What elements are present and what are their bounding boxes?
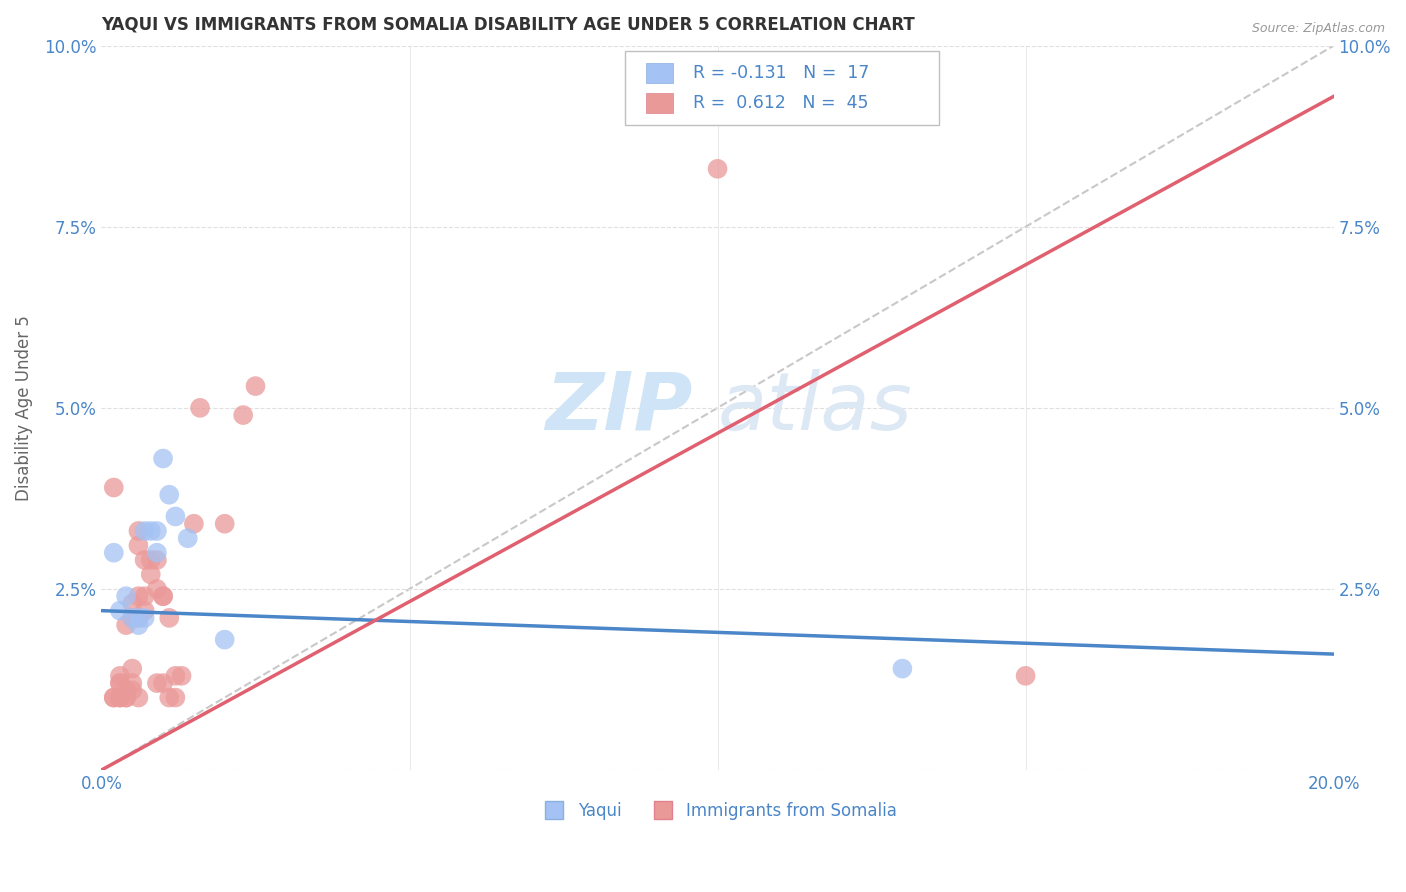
Point bbox=[134, 611, 156, 625]
Point bbox=[157, 611, 180, 625]
Point bbox=[121, 683, 143, 698]
Point bbox=[214, 516, 236, 531]
Point bbox=[115, 690, 138, 705]
Point bbox=[139, 567, 162, 582]
Text: ZIP: ZIP bbox=[546, 368, 693, 447]
Point bbox=[157, 488, 180, 502]
Point bbox=[139, 553, 162, 567]
Point bbox=[146, 582, 169, 596]
Point bbox=[146, 546, 169, 560]
Point bbox=[121, 611, 143, 625]
Point bbox=[108, 669, 131, 683]
Point bbox=[134, 524, 156, 538]
Point bbox=[232, 408, 254, 422]
Point bbox=[134, 589, 156, 603]
Point bbox=[103, 481, 125, 495]
Text: R = -0.131   N =  17: R = -0.131 N = 17 bbox=[693, 64, 869, 82]
Point bbox=[121, 611, 143, 625]
Point bbox=[139, 524, 162, 538]
Point bbox=[103, 546, 125, 560]
Point bbox=[146, 524, 169, 538]
Point bbox=[183, 516, 205, 531]
Point bbox=[103, 690, 125, 705]
Point bbox=[152, 451, 174, 466]
Point bbox=[108, 604, 131, 618]
Point bbox=[115, 618, 138, 632]
Point bbox=[706, 161, 728, 176]
Text: R =  0.612   N =  45: R = 0.612 N = 45 bbox=[693, 94, 869, 112]
Point bbox=[127, 589, 149, 603]
FancyBboxPatch shape bbox=[626, 52, 939, 126]
Point bbox=[115, 683, 138, 698]
Text: Source: ZipAtlas.com: Source: ZipAtlas.com bbox=[1251, 22, 1385, 36]
Text: atlas: atlas bbox=[717, 368, 912, 447]
Point bbox=[115, 589, 138, 603]
Point bbox=[165, 509, 187, 524]
Point bbox=[127, 538, 149, 552]
FancyBboxPatch shape bbox=[647, 93, 673, 113]
Point bbox=[127, 524, 149, 538]
Point bbox=[134, 604, 156, 618]
Point bbox=[214, 632, 236, 647]
Point bbox=[152, 589, 174, 603]
FancyBboxPatch shape bbox=[647, 63, 673, 83]
Point bbox=[108, 676, 131, 690]
Text: YAQUI VS IMMIGRANTS FROM SOMALIA DISABILITY AGE UNDER 5 CORRELATION CHART: YAQUI VS IMMIGRANTS FROM SOMALIA DISABIL… bbox=[101, 15, 915, 33]
Point bbox=[146, 676, 169, 690]
Point bbox=[165, 669, 187, 683]
Point bbox=[108, 690, 131, 705]
Point bbox=[152, 589, 174, 603]
Point bbox=[103, 690, 125, 705]
Point bbox=[121, 596, 143, 610]
Point bbox=[134, 553, 156, 567]
Point bbox=[188, 401, 211, 415]
Point bbox=[146, 553, 169, 567]
Point bbox=[157, 690, 180, 705]
Point bbox=[152, 676, 174, 690]
Point bbox=[127, 611, 149, 625]
Point bbox=[121, 662, 143, 676]
Point bbox=[127, 611, 149, 625]
Point bbox=[165, 690, 187, 705]
Legend: Yaqui, Immigrants from Somalia: Yaqui, Immigrants from Somalia bbox=[531, 796, 904, 827]
Point bbox=[170, 669, 193, 683]
Point bbox=[245, 379, 267, 393]
Point bbox=[121, 676, 143, 690]
Point bbox=[108, 676, 131, 690]
Point bbox=[1014, 669, 1036, 683]
Point bbox=[108, 690, 131, 705]
Point bbox=[127, 690, 149, 705]
Point bbox=[891, 662, 914, 676]
Y-axis label: Disability Age Under 5: Disability Age Under 5 bbox=[15, 315, 32, 500]
Point bbox=[127, 618, 149, 632]
Point bbox=[177, 531, 200, 545]
Point bbox=[115, 690, 138, 705]
